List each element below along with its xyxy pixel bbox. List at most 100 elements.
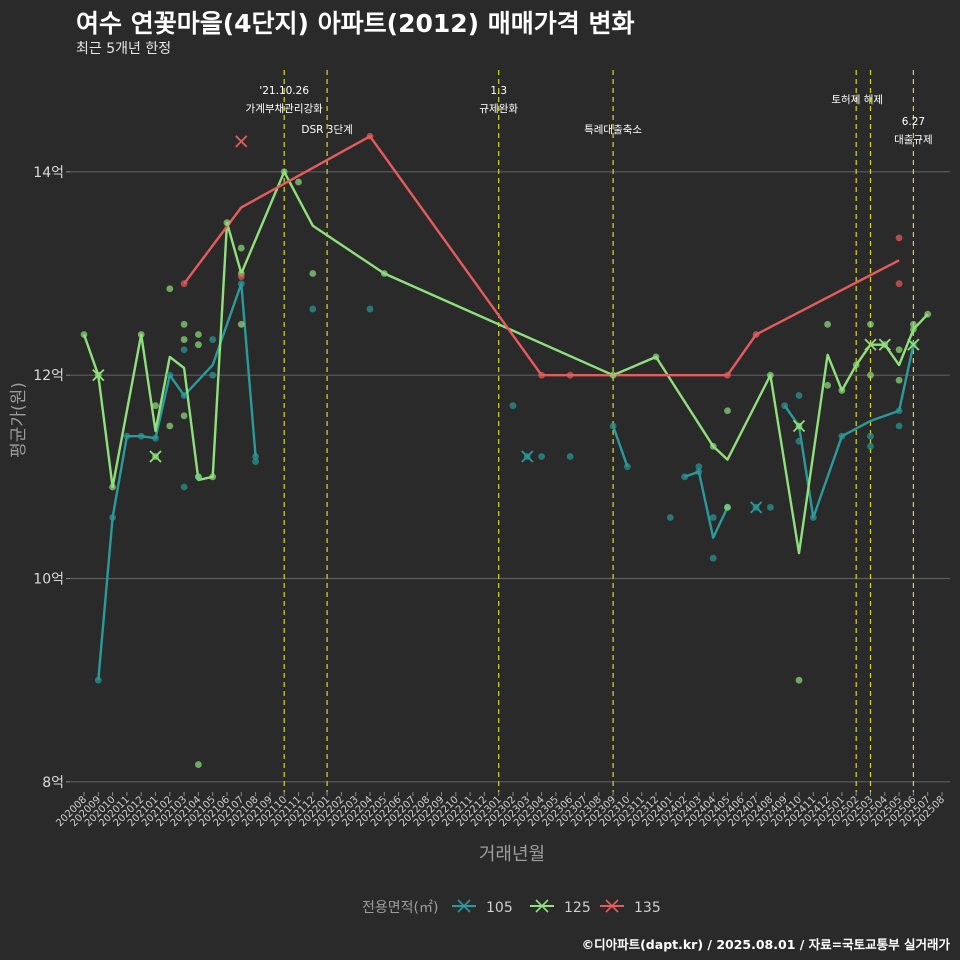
data-point-125 bbox=[910, 320, 917, 328]
legend-label-135: 135 bbox=[634, 900, 661, 916]
legend-swatch-cross-135 bbox=[605, 899, 619, 913]
data-point-125 bbox=[767, 371, 774, 379]
data-point-105 bbox=[123, 432, 131, 440]
data-point-105 bbox=[137, 432, 145, 440]
legend-label-105: 105 bbox=[486, 900, 513, 916]
y-tick-label: 14억 bbox=[33, 165, 64, 181]
data-point-105 bbox=[681, 473, 688, 481]
data-point-105 bbox=[94, 676, 102, 684]
data-point-135 bbox=[752, 331, 760, 338]
chart-title: 여수 연꽃마을(4단지) 아파트(2012) 매매가격 변화 bbox=[76, 9, 635, 38]
source-caption: ©디아파트(dapt.kr) / 2025.08.01 / 자료=국토교통부 실… bbox=[581, 937, 950, 952]
data-point-125 bbox=[895, 376, 903, 384]
data-point-105 bbox=[795, 392, 803, 399]
data-point-105 bbox=[152, 434, 159, 442]
data-point-125 bbox=[280, 168, 288, 176]
legend-swatch-cross-105 bbox=[457, 899, 471, 913]
data-point-105 bbox=[781, 402, 789, 410]
data-point-105 bbox=[767, 503, 774, 511]
x-axis-label: 거래년월 bbox=[479, 844, 545, 865]
legend-title: 전용면적(㎡) bbox=[362, 900, 438, 916]
data-point-105 bbox=[366, 305, 374, 313]
event-date-label: 1.3 bbox=[490, 85, 507, 97]
data-point-105 bbox=[252, 458, 259, 465]
y-tick-label: 12억 bbox=[33, 368, 64, 384]
data-point-125 bbox=[795, 676, 803, 684]
legend-swatch-cross-125 bbox=[535, 899, 549, 913]
data-point-125 bbox=[109, 483, 116, 491]
event-label: 대출규제 bbox=[894, 134, 933, 146]
data-point-125 bbox=[152, 402, 159, 410]
series-line-105 bbox=[611, 425, 629, 468]
data-point-105 bbox=[209, 336, 217, 343]
data-point-125 bbox=[195, 331, 202, 338]
data-point-105 bbox=[509, 402, 517, 410]
data-point-105 bbox=[166, 371, 174, 379]
data-point-135 bbox=[724, 371, 731, 379]
event-label: 특례대출축소 bbox=[584, 124, 642, 136]
cancelled-marker-135 bbox=[235, 135, 248, 148]
data-point-125 bbox=[195, 341, 202, 349]
event-label: 가계부채관리강화 bbox=[246, 103, 324, 115]
series-line-105 bbox=[97, 282, 257, 681]
data-point-125 bbox=[180, 412, 188, 420]
data-point-105 bbox=[838, 432, 846, 440]
data-point-125 bbox=[195, 761, 202, 768]
data-point-105 bbox=[666, 514, 674, 521]
data-point-125 bbox=[137, 331, 145, 338]
data-point-125 bbox=[724, 407, 731, 415]
data-point-125 bbox=[209, 473, 217, 481]
legend-label-125: 125 bbox=[564, 900, 591, 916]
data-point-105 bbox=[609, 422, 617, 430]
data-point-135 bbox=[538, 371, 545, 379]
data-point-125 bbox=[309, 270, 317, 277]
data-point-105 bbox=[895, 407, 903, 415]
grid-layer bbox=[70, 171, 950, 783]
data-point-105 bbox=[709, 514, 717, 521]
cancelled-marker-105 bbox=[521, 450, 534, 463]
cancelled-marker-125 bbox=[878, 338, 891, 351]
data-point-125 bbox=[895, 346, 903, 354]
data-point-125 bbox=[195, 473, 202, 481]
cancelled-marker-125 bbox=[92, 369, 105, 382]
event-label: DSR 3단계 bbox=[301, 124, 352, 136]
data-point-105 bbox=[624, 463, 631, 471]
data-point-105 bbox=[695, 468, 703, 476]
data-point-125 bbox=[652, 353, 660, 361]
event-label: 토허제 해제 bbox=[831, 93, 883, 106]
data-point-125 bbox=[295, 178, 302, 186]
line-layer bbox=[82, 135, 929, 681]
data-point-105 bbox=[809, 514, 817, 521]
data-point-105 bbox=[309, 305, 317, 313]
series-line-125 bbox=[82, 170, 929, 555]
data-point-135 bbox=[180, 280, 188, 288]
data-point-105 bbox=[237, 280, 245, 288]
data-point-135 bbox=[237, 273, 245, 280]
data-point-135 bbox=[895, 280, 903, 288]
data-point-125 bbox=[237, 244, 245, 252]
data-point-125 bbox=[80, 331, 88, 338]
data-point-125 bbox=[924, 310, 932, 318]
data-point-125 bbox=[180, 336, 188, 343]
data-point-105 bbox=[867, 432, 874, 440]
data-point-125 bbox=[166, 422, 174, 430]
data-point-105 bbox=[709, 554, 717, 562]
cancelled-marker-125 bbox=[907, 338, 920, 351]
data-point-125 bbox=[709, 442, 717, 450]
data-point-125 bbox=[724, 503, 731, 511]
chart-subtitle: 최근 5개년 한정 bbox=[76, 41, 172, 57]
data-point-105 bbox=[695, 463, 703, 471]
data-point-105 bbox=[895, 422, 903, 430]
data-point-125 bbox=[824, 320, 831, 328]
series-line-105 bbox=[684, 470, 729, 539]
data-point-105 bbox=[538, 453, 545, 460]
cancelled-marker-105 bbox=[749, 501, 763, 514]
cancelled-marker-125 bbox=[792, 419, 806, 433]
data-point-105 bbox=[209, 371, 217, 379]
event-date-label: '21.10.26 bbox=[259, 85, 309, 97]
data-point-125 bbox=[838, 387, 846, 394]
data-point-105 bbox=[795, 437, 803, 445]
data-point-105 bbox=[180, 392, 188, 399]
